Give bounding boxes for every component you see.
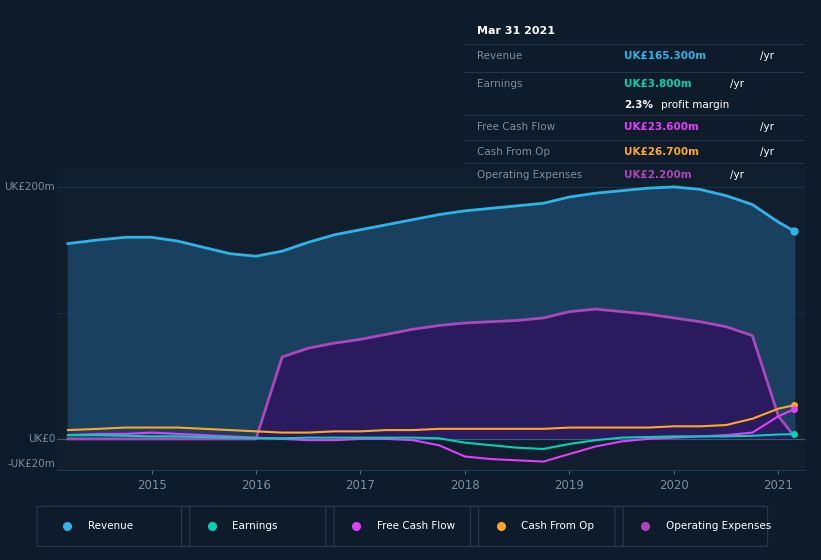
Text: Operating Expenses: Operating Expenses xyxy=(478,170,583,180)
Text: Earnings: Earnings xyxy=(232,521,277,531)
Text: profit margin: profit margin xyxy=(662,100,730,110)
Text: Cash From Op: Cash From Op xyxy=(478,147,551,157)
Text: Operating Expenses: Operating Expenses xyxy=(666,521,771,531)
Text: Mar 31 2021: Mar 31 2021 xyxy=(478,26,556,36)
Text: UK£200m: UK£200m xyxy=(5,182,55,192)
Text: /yr: /yr xyxy=(760,122,774,132)
Text: Earnings: Earnings xyxy=(478,79,523,89)
Text: UK£0: UK£0 xyxy=(28,434,55,444)
Text: Cash From Op: Cash From Op xyxy=(521,521,594,531)
Text: UK£3.800m: UK£3.800m xyxy=(624,79,691,89)
Text: UK£165.300m: UK£165.300m xyxy=(624,51,706,61)
Text: UK£23.600m: UK£23.600m xyxy=(624,122,699,132)
Text: Revenue: Revenue xyxy=(478,51,523,61)
Text: /yr: /yr xyxy=(730,79,744,89)
Text: UK£2.200m: UK£2.200m xyxy=(624,170,691,180)
Text: 2.3%: 2.3% xyxy=(624,100,653,110)
Text: -UK£20m: -UK£20m xyxy=(7,459,55,469)
Text: Free Cash Flow: Free Cash Flow xyxy=(478,122,556,132)
Text: /yr: /yr xyxy=(760,51,774,61)
Text: Revenue: Revenue xyxy=(88,521,133,531)
Text: Free Cash Flow: Free Cash Flow xyxy=(377,521,455,531)
Text: /yr: /yr xyxy=(730,170,744,180)
Text: /yr: /yr xyxy=(760,147,774,157)
Text: UK£26.700m: UK£26.700m xyxy=(624,147,699,157)
